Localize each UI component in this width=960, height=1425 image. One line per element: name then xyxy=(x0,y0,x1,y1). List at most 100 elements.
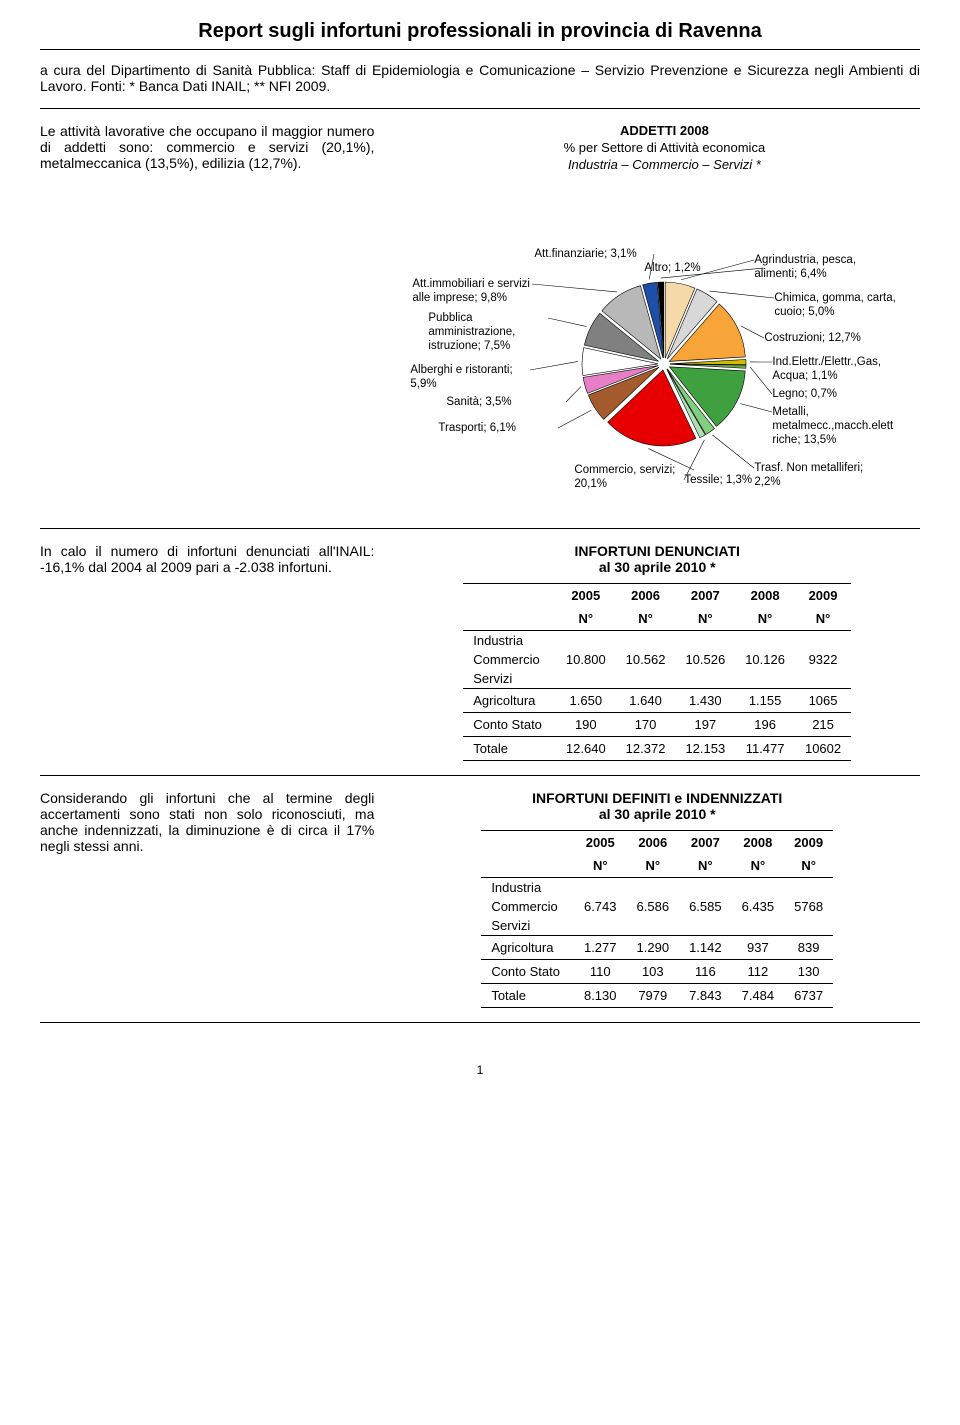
section-2-text: In calo il numero di infortuni denunciat… xyxy=(40,543,374,761)
intro-text: a cura del Dipartimento di Sanità Pubbli… xyxy=(40,62,920,94)
col-unit: N° xyxy=(556,607,616,631)
divider xyxy=(40,1022,920,1023)
col-year: 2005 xyxy=(574,831,627,855)
page-number: 1 xyxy=(40,1063,920,1077)
section-3: Considerando gli infortuni che al termin… xyxy=(40,790,920,1008)
cell: 170 xyxy=(616,713,676,737)
row-label: Agricoltura xyxy=(481,936,574,960)
section-3-table: INFORTUNI DEFINITI e INDENNIZZATI al 30 … xyxy=(394,790,920,1008)
cell: 12.372 xyxy=(616,737,676,761)
pie-label: Pubblicaamministrazione,istruzione; 7,5% xyxy=(428,312,515,353)
data-table: 20052006200720082009N°N°N°N°N°IndustriaC… xyxy=(463,583,851,761)
col-year: 2006 xyxy=(616,584,676,608)
table2-sub: al 30 aprile 2010 * xyxy=(394,559,920,575)
row-label: Conto Stato xyxy=(481,960,574,984)
col-unit: N° xyxy=(735,607,795,631)
pie-label: Att.immobiliari e servizialle imprese; 9… xyxy=(412,278,530,306)
section-3-text: Considerando gli infortuni che al termin… xyxy=(40,790,374,1008)
cell: 6.743 xyxy=(574,897,627,916)
col-unit: N° xyxy=(795,607,851,631)
row-label: Conto Stato xyxy=(463,713,556,737)
row-label: Industria xyxy=(463,631,556,651)
row-label: Agricoltura xyxy=(463,689,556,713)
cell: 6.435 xyxy=(732,897,785,916)
cell: 10.126 xyxy=(735,650,795,669)
col-year: 2006 xyxy=(627,831,680,855)
cell: 12.640 xyxy=(556,737,616,761)
cell: 8.130 xyxy=(574,984,627,1008)
cell: 937 xyxy=(732,936,785,960)
col-year: 2007 xyxy=(679,831,732,855)
cell: 9322 xyxy=(795,650,851,669)
section-1: Le attività lavorative che occupano il m… xyxy=(40,123,920,514)
cell: 7.843 xyxy=(679,984,732,1008)
col-year: 2005 xyxy=(556,584,616,608)
chart-sub2: Industria – Commercio – Servizi * xyxy=(394,157,934,172)
pie-label: Sanità; 3,5% xyxy=(446,396,511,410)
cell: 103 xyxy=(627,960,680,984)
pie-label: Tessile; 1,3% xyxy=(684,474,752,488)
cell: 11.477 xyxy=(735,737,795,761)
col-year: 2009 xyxy=(784,831,833,855)
row-label: Totale xyxy=(463,737,556,761)
cell: 1.290 xyxy=(627,936,680,960)
table3-title: INFORTUNI DEFINITI e INDENNIZZATI xyxy=(394,790,920,806)
section-1-text: Le attività lavorative che occupano il m… xyxy=(40,123,374,514)
cell: 7.484 xyxy=(732,984,785,1008)
data-table: 20052006200720082009N°N°N°N°N°IndustriaC… xyxy=(481,830,833,1008)
cell: 12.153 xyxy=(675,737,735,761)
section-2-table: INFORTUNI DENUNCIATI al 30 aprile 2010 *… xyxy=(394,543,920,761)
cell: 5768 xyxy=(784,897,833,916)
pie-label: Legno; 0,7% xyxy=(772,388,837,402)
pie-label: Costruzioni; 12,7% xyxy=(764,332,861,346)
row-label: Commercio xyxy=(481,897,574,916)
cell: 10.800 xyxy=(556,650,616,669)
cell: 10602 xyxy=(795,737,851,761)
cell: 196 xyxy=(735,713,795,737)
col-unit: N° xyxy=(675,607,735,631)
cell: 1.430 xyxy=(675,689,735,713)
cell: 197 xyxy=(675,713,735,737)
pie-label: Trasf. Non metalliferi;2,2% xyxy=(754,462,863,490)
cell: 6737 xyxy=(784,984,833,1008)
cell: 1.155 xyxy=(735,689,795,713)
table2-title: INFORTUNI DENUNCIATI xyxy=(394,543,920,559)
cell: 110 xyxy=(574,960,627,984)
cell: 10.526 xyxy=(675,650,735,669)
col-unit: N° xyxy=(627,854,680,878)
row-label: Industria xyxy=(481,878,574,898)
pie-chart: Agrindustria, pesca,alimenti; 6,4%Chimic… xyxy=(394,174,934,514)
cell: 1065 xyxy=(795,689,851,713)
divider xyxy=(40,775,920,776)
pie-label: Ind.Elettr./Elettr.,Gas,Acqua; 1,1% xyxy=(772,356,881,384)
col-year: 2007 xyxy=(675,584,735,608)
pie-label: Alberghi e ristoranti;5,9% xyxy=(410,364,512,392)
pie-label: Trasporti; 6,1% xyxy=(438,422,516,436)
cell: 130 xyxy=(784,960,833,984)
divider xyxy=(40,108,920,109)
col-unit: N° xyxy=(574,854,627,878)
cell: 6.585 xyxy=(679,897,732,916)
col-unit: N° xyxy=(784,854,833,878)
pie-label: Att.finanziarie; 3,1% xyxy=(534,248,636,262)
divider xyxy=(40,528,920,529)
pie-label: Metalli,metalmecc.,macch.elettriche; 13,… xyxy=(772,406,893,447)
cell: 6.586 xyxy=(627,897,680,916)
cell: 1.640 xyxy=(616,689,676,713)
cell: 116 xyxy=(679,960,732,984)
row-label: Commercio xyxy=(463,650,556,669)
cell: 839 xyxy=(784,936,833,960)
col-year: 2009 xyxy=(795,584,851,608)
table3-sub: al 30 aprile 2010 * xyxy=(394,806,920,822)
cell: 1.142 xyxy=(679,936,732,960)
row-label: Totale xyxy=(481,984,574,1008)
page-title: Report sugli infortuni professionali in … xyxy=(40,20,920,50)
pie-label: Agrindustria, pesca,alimenti; 6,4% xyxy=(754,254,856,282)
cell: 1.277 xyxy=(574,936,627,960)
row-label: Servizi xyxy=(481,916,574,936)
col-unit: N° xyxy=(679,854,732,878)
col-unit: N° xyxy=(732,854,785,878)
cell: 1.650 xyxy=(556,689,616,713)
col-unit: N° xyxy=(616,607,676,631)
row-label: Servizi xyxy=(463,669,556,689)
